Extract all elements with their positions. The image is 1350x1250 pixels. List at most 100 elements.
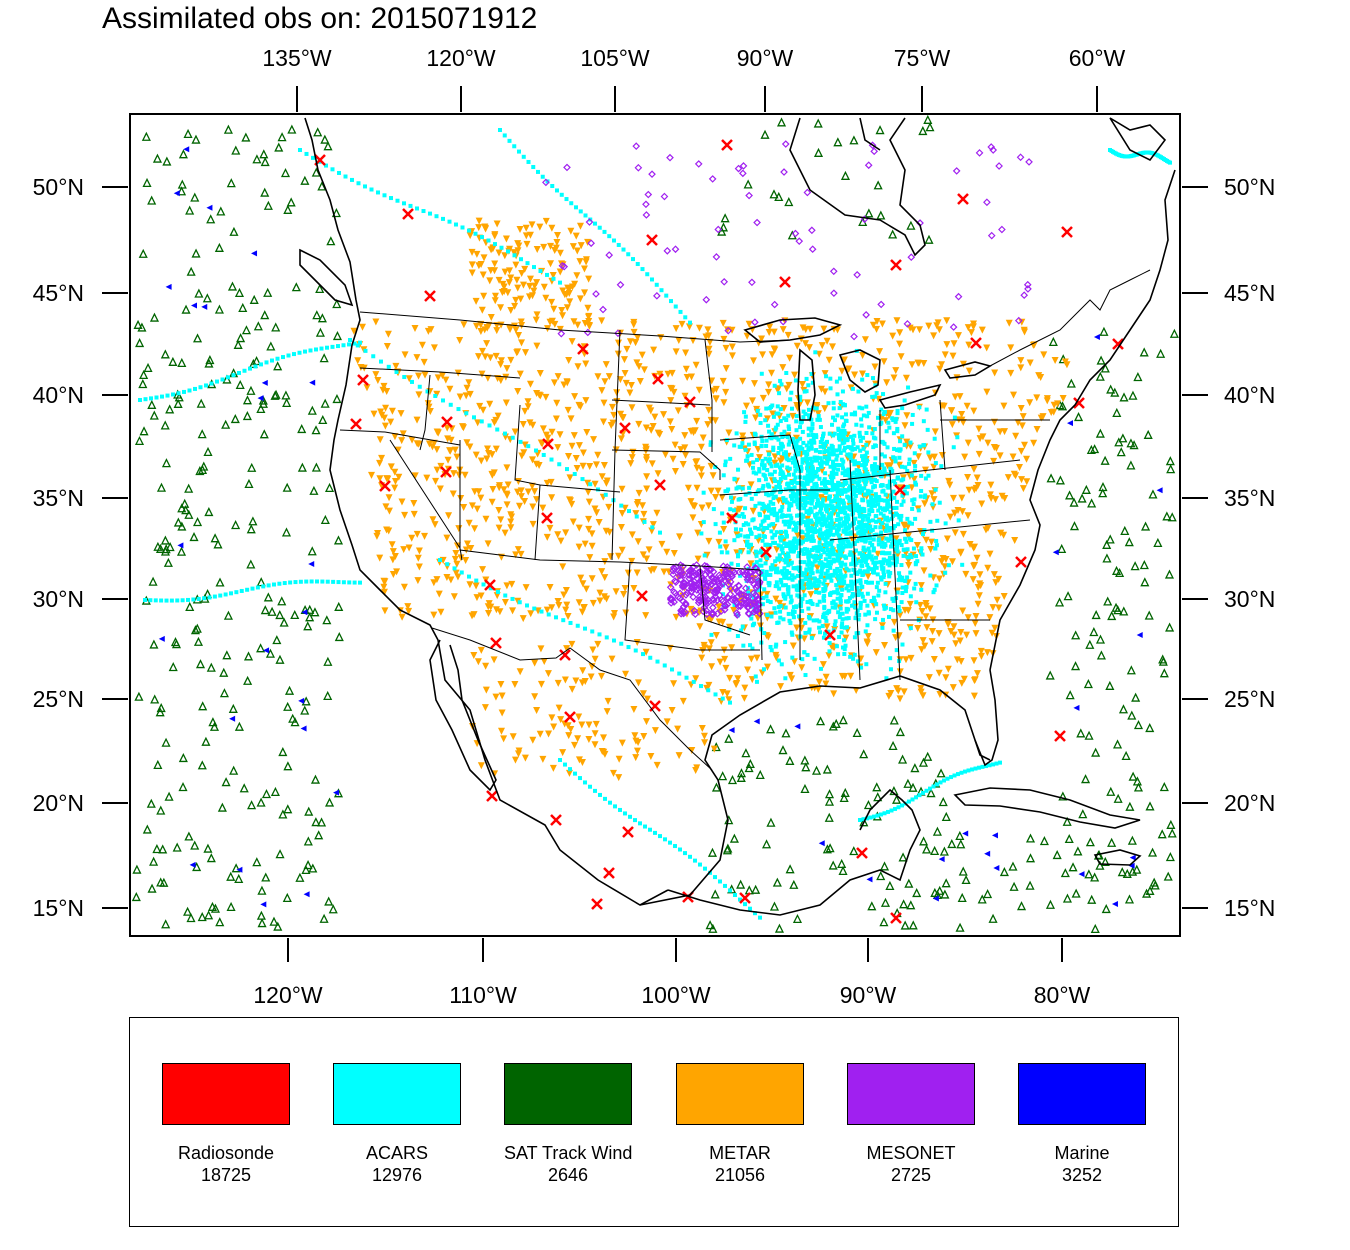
- metar-marker: [799, 535, 807, 543]
- metar-marker: [500, 283, 508, 291]
- acars-marker: [772, 540, 777, 545]
- acars-marker: [760, 486, 765, 491]
- acars-marker: [642, 519, 647, 524]
- acars-marker: [875, 572, 880, 577]
- metar-marker: [398, 498, 406, 506]
- metar-marker: [443, 424, 451, 432]
- acars-marker: [783, 475, 788, 480]
- acars-marker: [873, 514, 878, 519]
- acars-marker: [806, 520, 811, 525]
- acars-marker: [467, 574, 471, 579]
- acars-marker: [882, 603, 887, 608]
- metar-marker: [950, 631, 958, 639]
- acars-marker: [209, 381, 214, 386]
- metar-marker: [384, 330, 392, 338]
- acars-marker: [777, 586, 782, 591]
- acars-marker: [917, 444, 922, 449]
- sat-track-wind-marker: [1045, 670, 1055, 680]
- sat-track-wind-marker: [1090, 872, 1100, 882]
- metar-marker: [819, 661, 827, 669]
- metar-marker: [662, 451, 670, 459]
- sat-track-wind-marker: [919, 836, 929, 846]
- metar-marker: [491, 231, 499, 239]
- metar-marker: [430, 611, 438, 619]
- metar-marker: [540, 243, 548, 251]
- metar-marker: [471, 525, 479, 533]
- metar-marker: [588, 542, 596, 550]
- acars-marker: [720, 511, 725, 516]
- metar-marker: [576, 295, 584, 303]
- metar-marker: [435, 590, 443, 598]
- acars-marker: [884, 676, 889, 681]
- acars-marker: [379, 359, 383, 364]
- acars-marker: [768, 405, 773, 410]
- acars-marker: [819, 488, 824, 493]
- metar-marker: [488, 451, 496, 459]
- metar-marker: [943, 535, 951, 543]
- metar-marker: [669, 455, 677, 463]
- metar-marker: [575, 524, 583, 532]
- sat-track-wind-marker: [1045, 899, 1056, 909]
- metar-marker: [558, 306, 566, 314]
- acars-marker: [865, 414, 870, 419]
- acars-marker: [840, 617, 845, 622]
- sat-track-wind-marker: [226, 178, 236, 188]
- metar-marker: [970, 692, 978, 700]
- metar-marker: [431, 521, 439, 529]
- acars-marker: [872, 568, 877, 573]
- acars-marker: [532, 265, 536, 270]
- metar-marker: [587, 673, 595, 681]
- acars-marker: [607, 234, 612, 239]
- acars-marker: [616, 242, 621, 247]
- acars-marker: [815, 602, 820, 607]
- sat-track-wind-marker: [190, 625, 201, 635]
- metar-marker: [984, 439, 992, 447]
- acars-marker: [767, 523, 772, 528]
- acars-marker: [909, 521, 914, 526]
- metar-marker: [563, 601, 571, 609]
- acars-marker: [788, 621, 793, 626]
- acars-marker: [913, 562, 918, 567]
- sat-track-wind-marker: [334, 601, 344, 611]
- acars-marker: [713, 522, 718, 527]
- acars-marker: [894, 559, 899, 564]
- acars-marker: [848, 550, 853, 555]
- metar-marker: [607, 421, 615, 429]
- metar-marker: [951, 393, 959, 401]
- acars-marker: [809, 459, 814, 464]
- metar-marker: [840, 356, 848, 364]
- acars-marker: [447, 219, 452, 224]
- metar-marker: [709, 472, 717, 480]
- metar-marker: [524, 398, 532, 406]
- acars-marker: [804, 537, 809, 542]
- metar-marker: [496, 608, 504, 616]
- sat-track-wind-marker: [1008, 861, 1018, 871]
- acars-marker: [858, 514, 863, 519]
- metar-marker: [537, 680, 545, 688]
- acars-marker: [865, 488, 870, 493]
- metar-marker: [765, 388, 773, 396]
- acars-marker: [804, 568, 809, 573]
- sat-track-wind-marker: [160, 349, 170, 359]
- metar-marker: [434, 429, 442, 437]
- acars-marker: [853, 446, 858, 451]
- acars-marker: [887, 483, 892, 488]
- sat-track-wind-marker: [307, 405, 317, 415]
- metar-marker: [492, 606, 500, 614]
- acars-marker: [864, 442, 869, 447]
- acars-marker: [739, 628, 744, 633]
- acars-marker: [889, 808, 894, 813]
- acars-marker: [787, 524, 792, 529]
- metar-marker: [959, 607, 967, 615]
- acars-marker: [871, 503, 876, 508]
- acars-marker: [865, 591, 870, 596]
- acars-marker: [782, 541, 787, 546]
- acars-marker: [786, 563, 791, 568]
- acars-marker: [799, 419, 804, 424]
- metar-marker: [468, 248, 476, 256]
- metar-marker: [596, 597, 604, 605]
- acars-marker: [740, 624, 745, 629]
- acars-marker: [834, 448, 839, 453]
- metar-marker: [649, 422, 657, 430]
- acars-marker: [800, 657, 805, 662]
